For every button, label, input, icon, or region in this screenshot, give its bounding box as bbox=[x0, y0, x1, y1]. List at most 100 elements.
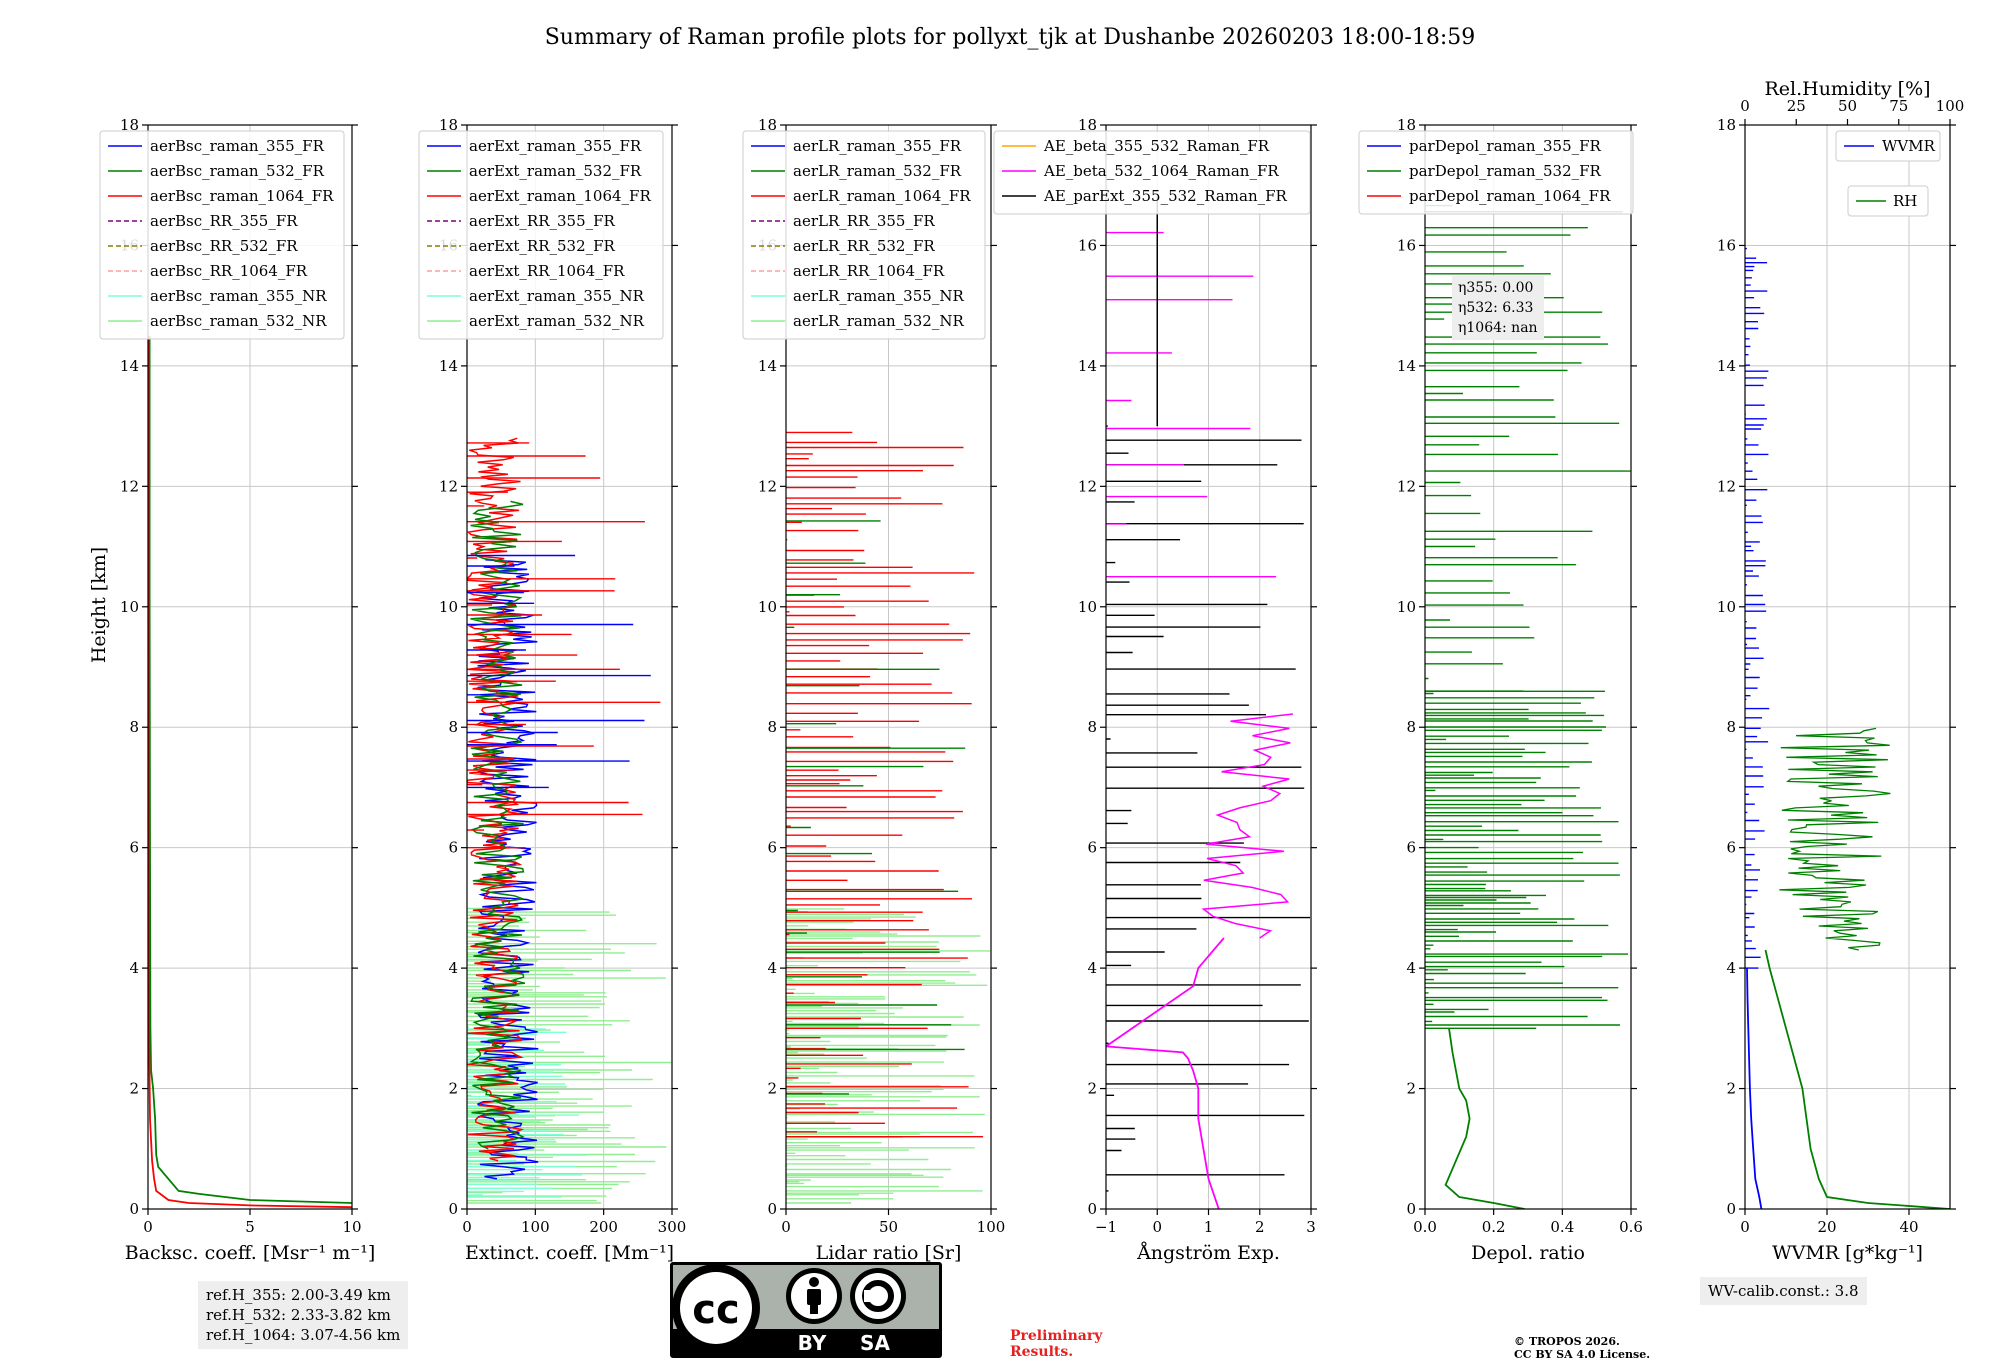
traces bbox=[786, 431, 991, 1204]
x-tick-label: −1 bbox=[1095, 1218, 1117, 1236]
trace-ext-1064-spikes bbox=[467, 442, 661, 849]
series-AE_beta_532_1064_Raman_FR bbox=[1106, 937, 1225, 1209]
y-tick-label: 10 bbox=[1717, 598, 1736, 616]
y-tick-label: 8 bbox=[1406, 718, 1416, 736]
legend-entry: AE_parExt_355_532_Raman_FR bbox=[1043, 187, 1288, 205]
y-tick-label: 8 bbox=[448, 718, 458, 736]
y-tick-label: 0 bbox=[1726, 1200, 1736, 1218]
top-x-tick-label: 50 bbox=[1838, 97, 1857, 115]
preliminary-line-2: Results. bbox=[1010, 1344, 1074, 1360]
y-tick-label: 2 bbox=[1406, 1080, 1416, 1098]
eta-1064: η1064: nan bbox=[1458, 320, 1538, 336]
panel-depol: 0 2 4 6 8 10 12 14 16 18 0.0 0.2 0.4 0.6 Depol. ratio p… bbox=[1358, 116, 1643, 1264]
eta-532: η532: 6.33 bbox=[1458, 300, 1534, 316]
legend-entry: aerBsc_raman_355_NR bbox=[150, 287, 327, 305]
y-axis-label: Height [km] bbox=[88, 547, 110, 663]
legend-entry: AE_beta_355_532_Raman_FR bbox=[1043, 137, 1270, 155]
y-tick-label: 0 bbox=[448, 1200, 458, 1218]
legend-entry: aerLR_raman_532_FR bbox=[793, 162, 962, 180]
x-tick-label: 0 bbox=[143, 1218, 153, 1236]
x-axis-label: Extinct. coeff. [Mm⁻¹] bbox=[465, 1242, 674, 1264]
y-tick-label: 8 bbox=[1087, 718, 1097, 736]
preliminary-line-1: Preliminary bbox=[1010, 1328, 1103, 1344]
trace-lr-1064 bbox=[786, 431, 984, 1138]
x-axis-label: Backsc. coeff. [Msr⁻¹ m⁻¹] bbox=[125, 1242, 376, 1264]
x-tick-label: 0 bbox=[462, 1218, 472, 1236]
y-tick-label: 18 bbox=[1397, 116, 1416, 134]
y-tick-label: 6 bbox=[129, 839, 139, 857]
trace-ae-parext bbox=[1106, 425, 1310, 1192]
trace-ext-1064 bbox=[467, 437, 525, 1162]
series-RH bbox=[1764, 949, 1950, 1209]
x-tick-label: 0.0 bbox=[1413, 1218, 1437, 1236]
y-tick-label: 8 bbox=[767, 718, 777, 736]
trace-rh-upper bbox=[1779, 727, 1891, 951]
y-tick-label: 10 bbox=[1397, 598, 1416, 616]
panel-extinction: 0246810121416180100200300Extinct. coeff.… bbox=[418, 116, 686, 1264]
traces bbox=[467, 437, 672, 1204]
attribution-icon bbox=[809, 1277, 819, 1287]
legend-entry: parDepol_raman_1064_FR bbox=[1409, 187, 1611, 205]
copyright-line-2: CC BY SA 4.0 License. bbox=[1514, 1348, 1651, 1361]
x-tick-label: 10 bbox=[342, 1218, 361, 1236]
y-tick-label: 18 bbox=[1717, 116, 1736, 134]
license-by: BY bbox=[798, 1331, 827, 1355]
legend-entry: aerLR_raman_355_NR bbox=[793, 287, 964, 305]
legend-lidarratio: aerLR_raman_355_FR aerLR_raman_532_FR aerL… bbox=[742, 130, 986, 340]
traces bbox=[1106, 197, 1310, 1209]
series-aerBsc_raman_532_FR bbox=[148, 335, 352, 1204]
ref-height-1064: ref.H_1064: 3.07-4.56 km bbox=[206, 1326, 401, 1344]
x-tick-label: 2 bbox=[1255, 1218, 1265, 1236]
legend-entry: aerExt_raman_355_NR bbox=[469, 287, 645, 305]
legend-frame bbox=[1358, 130, 1634, 215]
y-tick-label: 6 bbox=[1726, 839, 1736, 857]
legend-frame bbox=[742, 130, 986, 340]
top-x-tick-label: 25 bbox=[1787, 97, 1806, 115]
y-tick-label: 16 bbox=[1078, 236, 1097, 254]
legend-entry: aerLR_raman_532_NR bbox=[793, 312, 964, 330]
x-tick-label: 1 bbox=[1204, 1218, 1214, 1236]
legend-entry: aerBsc_raman_355_FR bbox=[150, 137, 325, 155]
x-tick-label: 0 bbox=[781, 1218, 791, 1236]
copyright-line-1: © TROPOS 2026. bbox=[1514, 1335, 1620, 1348]
y-tick-label: 10 bbox=[1078, 598, 1097, 616]
x-tick-label: 3 bbox=[1306, 1218, 1316, 1236]
y-tick-label: 0 bbox=[1406, 1200, 1416, 1218]
y-tick-label: 10 bbox=[120, 598, 139, 616]
x-tick-label: 50 bbox=[879, 1218, 898, 1236]
legend-entry: aerExt_RR_532_FR bbox=[469, 237, 616, 255]
x-axis-label: Lidar ratio [Sr] bbox=[816, 1242, 962, 1264]
x-tick-label: 200 bbox=[589, 1218, 618, 1236]
legend-frame bbox=[99, 130, 345, 340]
x-tick-label: 100 bbox=[521, 1218, 550, 1236]
y-tick-label: 6 bbox=[767, 839, 777, 857]
y-tick-label: 0 bbox=[1087, 1200, 1097, 1218]
legend-frame bbox=[418, 130, 664, 340]
y-tick-label: 0 bbox=[129, 1200, 139, 1218]
legend-backscatter: aerBsc_raman_355_FR aerBsc_raman_532_FRae… bbox=[99, 130, 345, 340]
legend-depol: parDepol_raman_355_FR parDepol_raman_532_… bbox=[1358, 130, 1634, 215]
y-tick-label: 12 bbox=[1397, 477, 1416, 495]
y-tick-label: 10 bbox=[758, 598, 777, 616]
y-tick-label: 8 bbox=[1726, 718, 1736, 736]
figure-title: Summary of Raman profile plots for polly… bbox=[545, 25, 1476, 50]
y-tick-label: 4 bbox=[767, 959, 777, 977]
top-x-tick-label: 100 bbox=[1936, 97, 1965, 115]
y-tick-label: 2 bbox=[1087, 1080, 1097, 1098]
y-tick-label: 4 bbox=[129, 959, 139, 977]
x-tick-label: 40 bbox=[1899, 1218, 1918, 1236]
traces bbox=[1425, 204, 1631, 1209]
x-tick-label: 0.2 bbox=[1482, 1218, 1506, 1236]
legend-entry: aerBsc_raman_1064_FR bbox=[150, 187, 334, 205]
wv-calibration-constant: WV-calib.const.: 3.8 bbox=[1708, 1282, 1859, 1300]
legend-entry: aerExt_raman_532_FR bbox=[469, 162, 642, 180]
y-tick-label: 16 bbox=[1397, 236, 1416, 254]
reference-height-box: ref.H_355: 2.00-3.49 km ref.H_532: 2.33-… bbox=[198, 1281, 409, 1349]
legend-frame bbox=[1847, 185, 1929, 217]
trace-lr-532 bbox=[786, 520, 966, 1138]
y-tick-label: 16 bbox=[1717, 236, 1736, 254]
ref-height-532: ref.H_532: 2.33-3.82 km bbox=[206, 1306, 391, 1324]
wv-calibration-box: WV-calib.const.: 3.8 bbox=[1700, 1277, 1867, 1305]
y-tick-label: 12 bbox=[439, 477, 458, 495]
x-axis-label: WVMR [g*kg⁻¹] bbox=[1772, 1242, 1923, 1264]
